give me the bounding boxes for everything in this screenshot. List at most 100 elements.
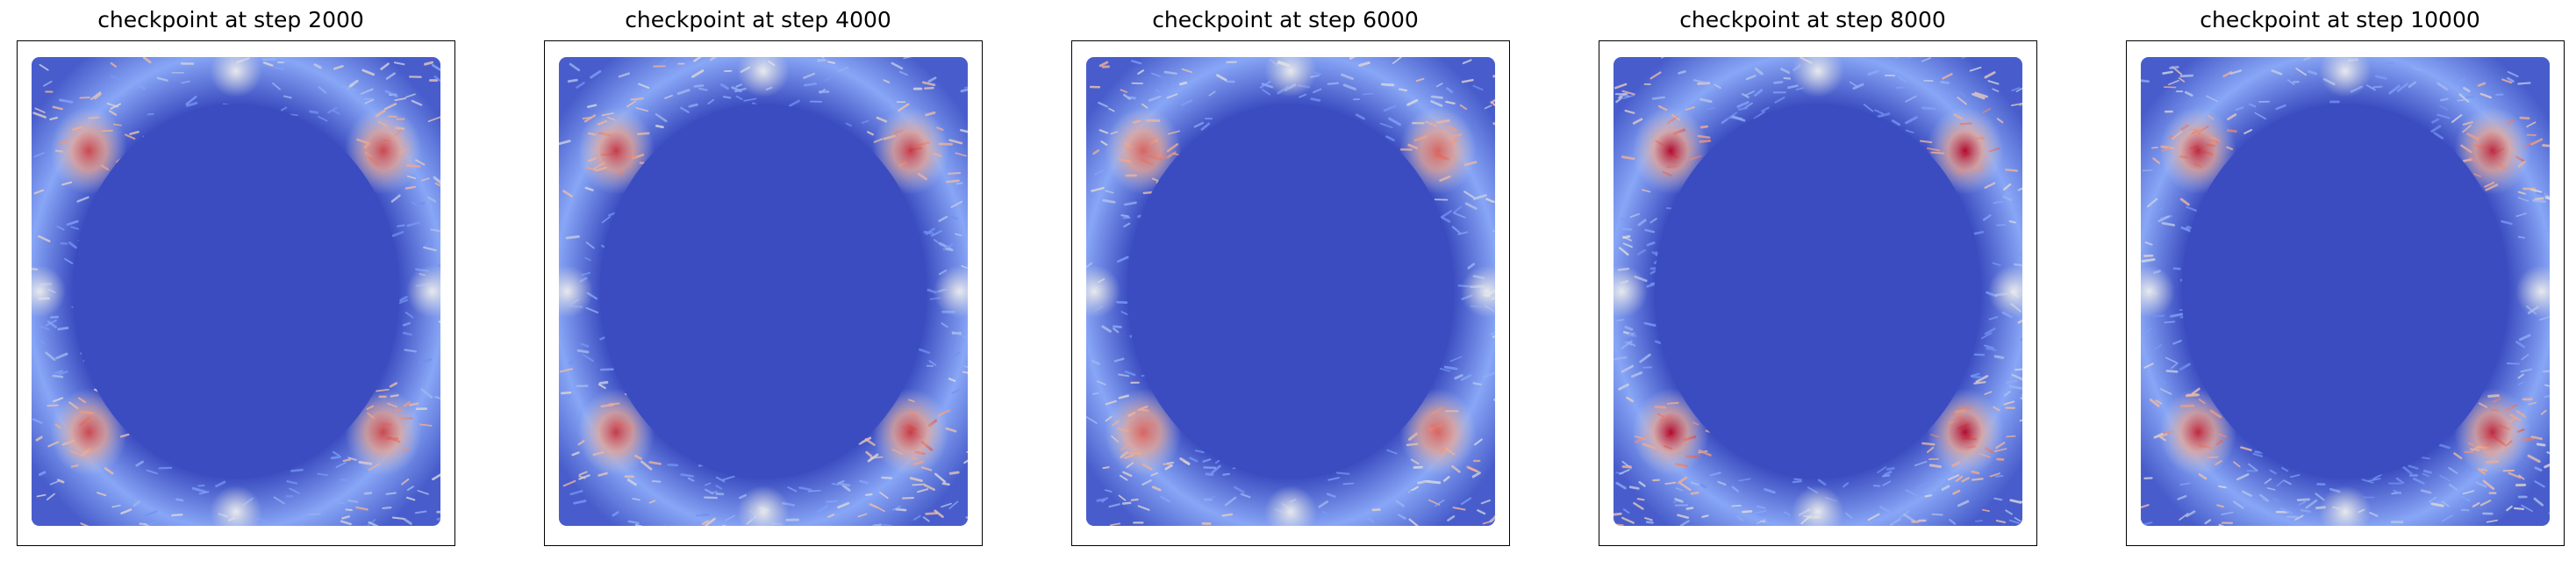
heatmap-streak: [215, 480, 226, 488]
heatmap-streak: [385, 72, 396, 80]
heatmap-streak: [1327, 82, 1340, 85]
heatmap-streak: [1205, 472, 1214, 477]
heatmap-plot: [1613, 56, 2023, 527]
heatmap-streak: [1108, 503, 1120, 508]
heatmap-streak: [560, 391, 572, 395]
heatmap-streak: [430, 228, 441, 233]
heatmap-streak: [1098, 101, 1108, 108]
heatmap-streak: [414, 510, 427, 514]
heatmap-streak: [578, 471, 588, 476]
heatmap-streak: [66, 219, 79, 227]
heatmap-streak: [2218, 485, 2227, 489]
heatmap-streak: [1349, 56, 1359, 60]
heatmap-hotspot: [1105, 106, 1183, 195]
heatmap-streak: [573, 500, 587, 505]
heatmap-streak: [2159, 388, 2172, 395]
heatmap-streak: [743, 97, 757, 102]
heatmap-streak: [361, 68, 376, 76]
heatmap-streak: [58, 370, 68, 376]
heatmap-streak: [2017, 317, 2023, 324]
heatmap-streak: [618, 72, 631, 78]
heatmap-streak: [58, 98, 74, 104]
heatmap-hotspot: [1399, 106, 1477, 195]
heatmap-streak: [841, 484, 851, 492]
heatmap-streak: [962, 370, 969, 375]
heatmap-streak: [916, 488, 929, 493]
heatmap-streak: [2544, 196, 2551, 201]
heatmap-frame: [2126, 40, 2565, 546]
heatmap-streak: [2276, 479, 2285, 487]
heatmap-streak: [1613, 356, 1628, 361]
heatmap-streak: [626, 478, 637, 486]
heatmap-streak: [2252, 452, 2264, 457]
heatmap-streak: [394, 97, 406, 102]
chart-panel-4: checkpoint at step 8000: [1585, 0, 2041, 561]
heatmap-streak: [1194, 450, 1205, 454]
heatmap-streak: [139, 522, 147, 526]
heatmap-streak: [1485, 198, 1494, 203]
heatmap-streak: [389, 382, 398, 388]
heatmap-streak: [1445, 100, 1456, 105]
heatmap-streak: [318, 116, 328, 122]
heatmap-streak: [1986, 347, 1997, 351]
heatmap-streak: [342, 85, 356, 91]
heatmap-streak: [715, 476, 726, 483]
heatmap-streak: [45, 351, 56, 361]
heatmap-streak: [565, 234, 580, 240]
heatmap-streak: [1622, 508, 1630, 514]
heatmap-streak: [1984, 344, 1994, 349]
heatmap-streak: [725, 514, 736, 521]
heatmap-streak: [1699, 97, 1713, 104]
heatmap-streak: [2508, 471, 2522, 479]
heatmap-edge-highlight: [933, 265, 969, 318]
heatmap-streak: [1878, 505, 1891, 514]
heatmap-streak: [191, 486, 207, 493]
heatmap-streak: [923, 230, 934, 235]
heatmap-streak: [404, 349, 418, 353]
heatmap-streak: [1881, 474, 1891, 478]
heatmap-streak: [1480, 499, 1492, 505]
heatmap-streak: [1159, 75, 1170, 85]
heatmap-edge-highlight: [2319, 485, 2372, 527]
heatmap-streak: [1615, 96, 1623, 104]
heatmap-streak: [181, 80, 190, 84]
heatmap-streak: [1757, 513, 1766, 516]
heatmap-streak: [1493, 398, 1496, 406]
heatmap-streak: [398, 298, 409, 305]
heatmap-streak: [2005, 509, 2013, 515]
heatmap-core: [599, 104, 927, 479]
heatmap-streak: [1473, 194, 1487, 200]
heatmap-streak: [2003, 400, 2015, 406]
heatmap-streak: [950, 200, 963, 208]
heatmap-streak: [1961, 477, 1970, 483]
heatmap-streak: [918, 348, 931, 355]
heatmap-streak: [1327, 477, 1341, 481]
heatmap-edge-highlight: [1613, 265, 1649, 318]
heatmap-streak: [1102, 466, 1110, 470]
heatmap-streak: [1727, 111, 1738, 120]
heatmap-streak: [391, 516, 404, 520]
heatmap-streak: [1160, 495, 1171, 503]
heatmap-streak: [2269, 469, 2277, 475]
heatmap-streak: [2401, 465, 2413, 475]
heatmap-streak: [2532, 199, 2546, 204]
heatmap-streak: [909, 477, 923, 483]
heatmap-streak: [384, 90, 398, 97]
heatmap-streak: [45, 319, 57, 327]
heatmap-streak: [1385, 135, 1395, 141]
heatmap-streak: [2151, 147, 2158, 149]
heatmap-streak: [1466, 465, 1478, 472]
heatmap-streak: [1318, 500, 1328, 508]
heatmap-streak: [569, 62, 581, 72]
heatmap-streak: [1924, 494, 1933, 498]
heatmap-streak: [2143, 363, 2154, 369]
heatmap-streak: [1109, 522, 1121, 527]
heatmap-streak: [80, 522, 91, 527]
heatmap-streak: [1621, 364, 1635, 373]
heatmap-streak: [1614, 523, 1624, 527]
heatmap-streak: [1699, 483, 1707, 489]
heatmap-streak: [883, 79, 891, 83]
heatmap-streak: [1492, 122, 1496, 129]
heatmap-streak: [927, 76, 937, 83]
heatmap-streak: [1646, 241, 1656, 247]
